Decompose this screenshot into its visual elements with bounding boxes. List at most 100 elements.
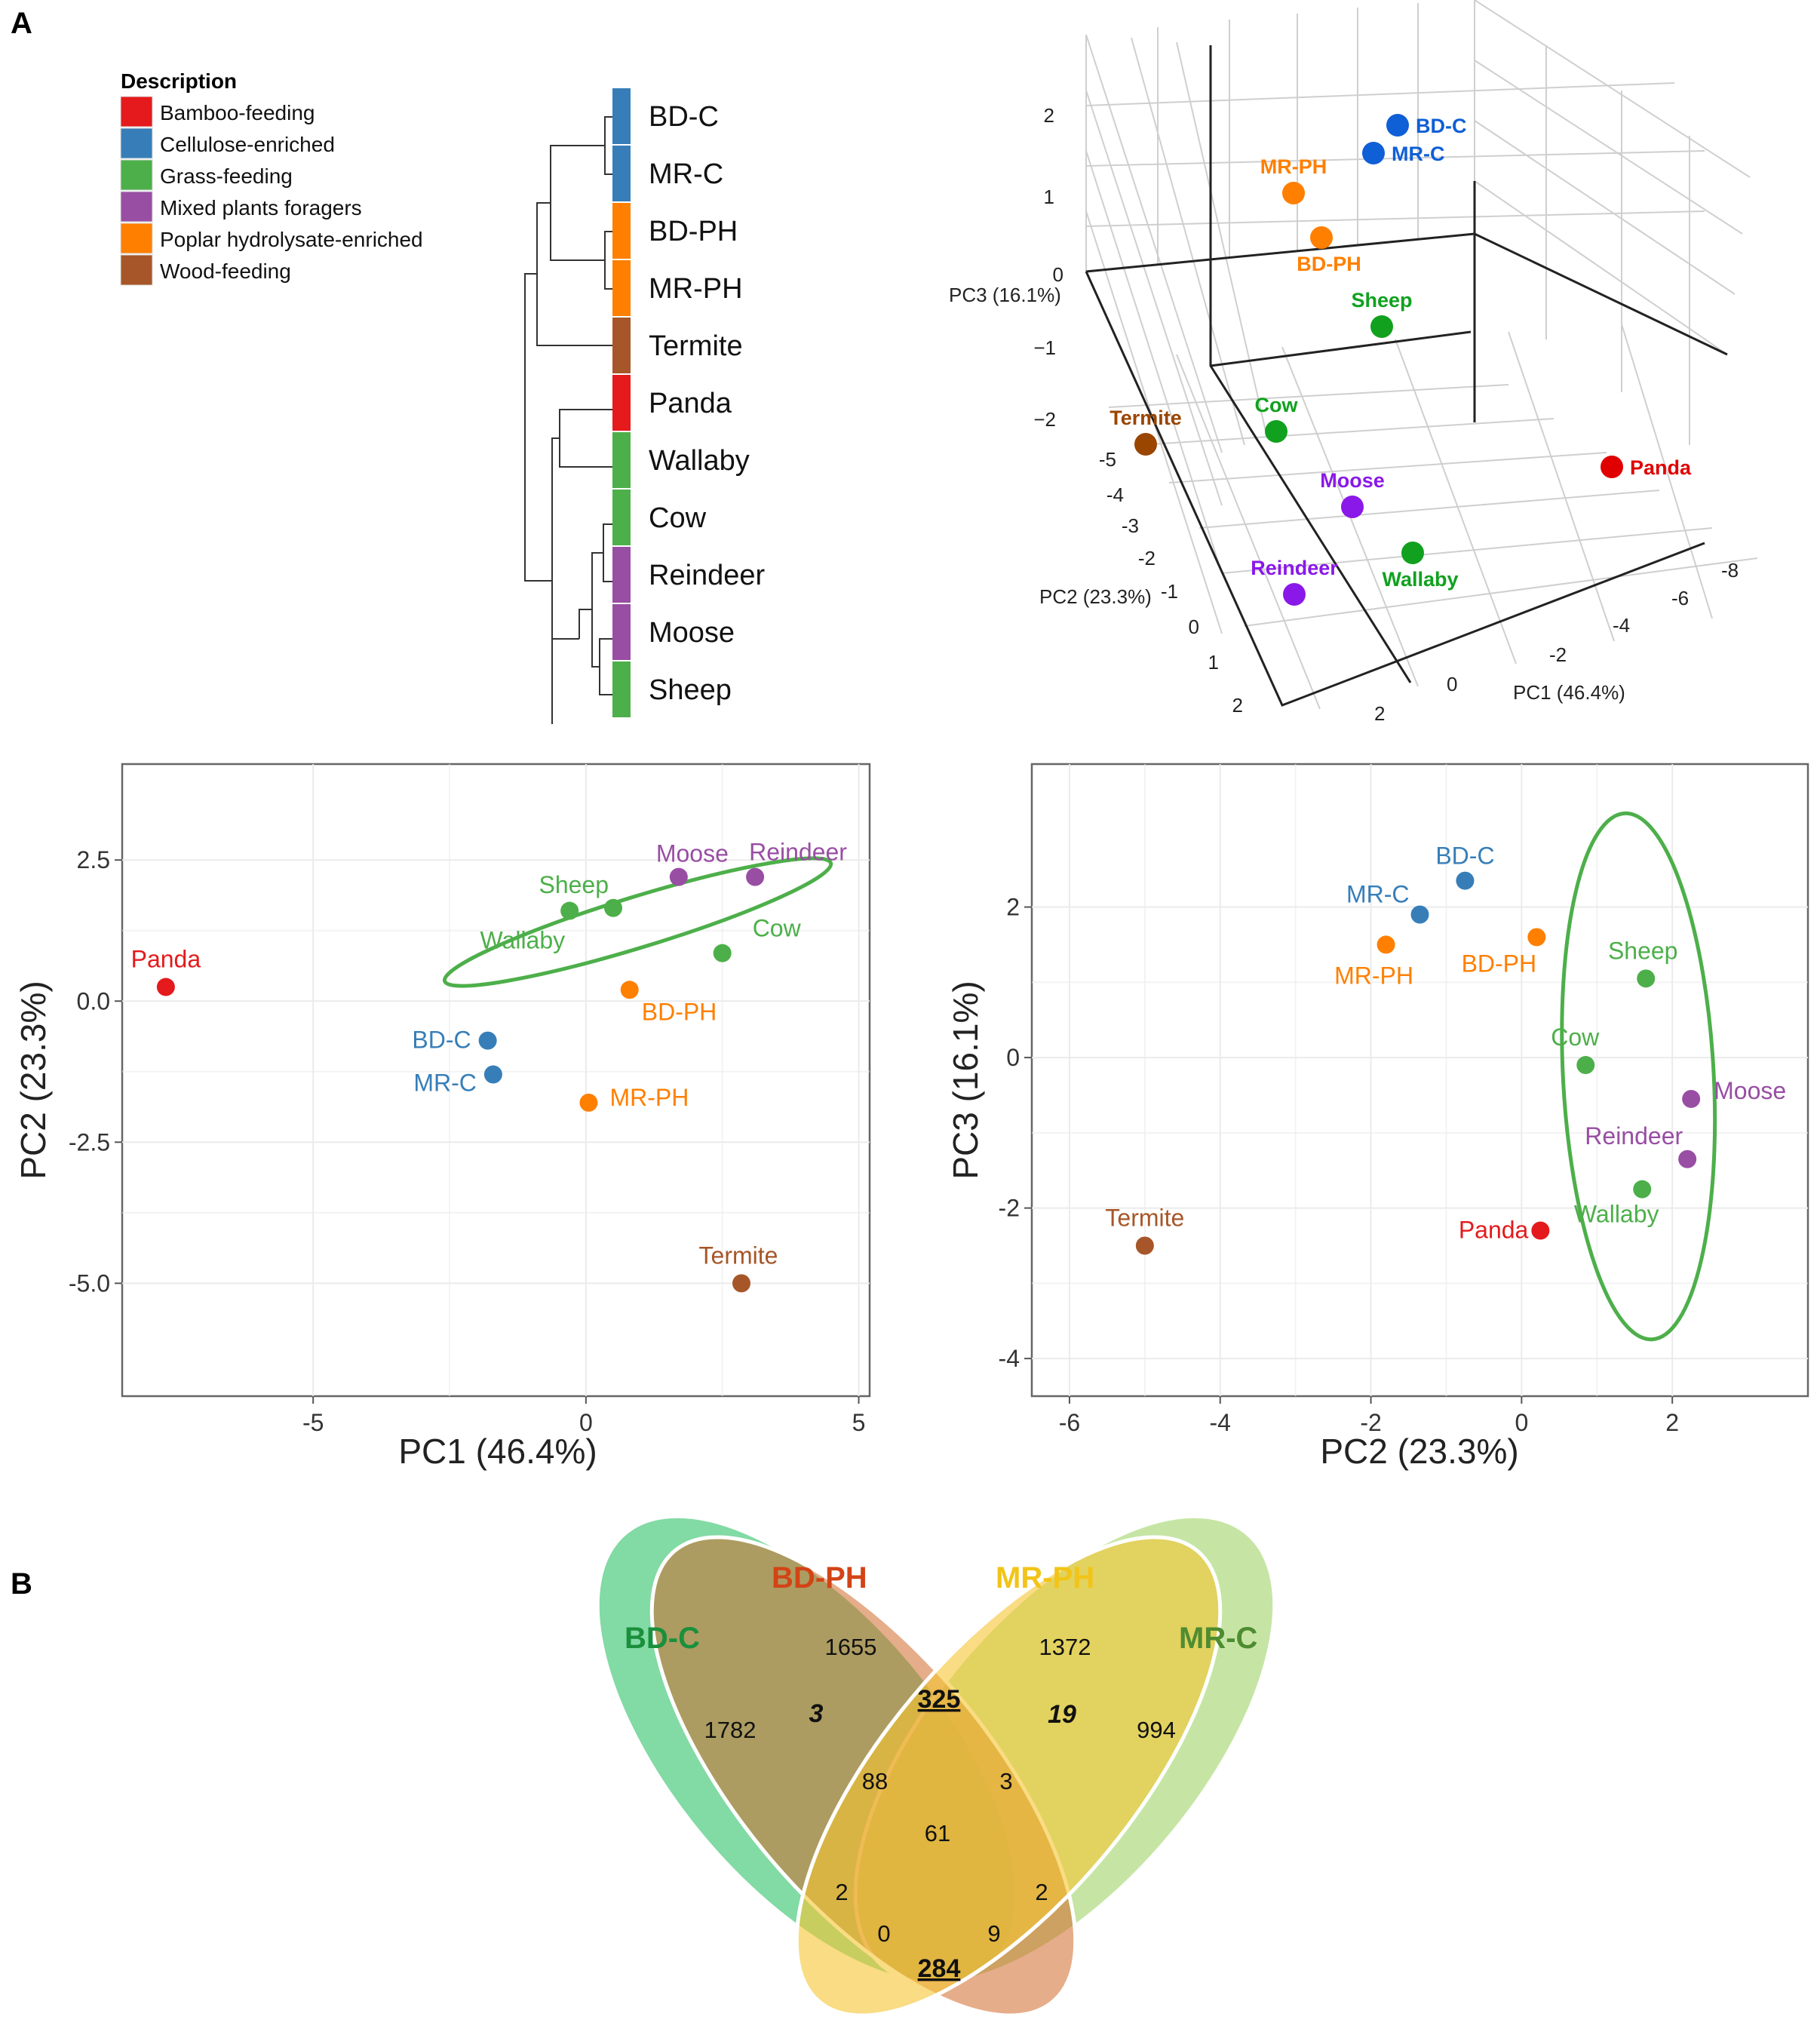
pca-3d-xtick: 2 bbox=[1374, 702, 1385, 725]
dendrogram-label-wallaby: Wallaby bbox=[649, 445, 750, 477]
dendrogram-bar-termite bbox=[612, 318, 631, 373]
scatter-pc2-pc3-point-reindeer bbox=[1678, 1150, 1697, 1168]
scatter-pc2-pc3-label-termite: Termite bbox=[1105, 1204, 1184, 1231]
pca-3d-label-mr-c: MR-C bbox=[1392, 143, 1444, 165]
scatter-pc2-pc3-xtick-label: -6 bbox=[1059, 1409, 1080, 1436]
pca-3d-axis-labels: PC3 (16.1%) PC2 (23.3%) PC1 (46.4%) bbox=[949, 284, 1625, 704]
pca-3d-point-mr-ph bbox=[1282, 182, 1305, 204]
dendrogram-label-mr-c: MR-C bbox=[649, 158, 723, 190]
scatter-pc2-pc3-point-wallaby bbox=[1633, 1180, 1652, 1199]
venn-value-bd-c-and-bd-ph-and-mr-ph-and-mr-c: 61 bbox=[925, 1820, 950, 1846]
legend-swatch-cellulose bbox=[120, 127, 153, 159]
pca-3d-ztick: 0 bbox=[1053, 263, 1063, 286]
scatter-pc1-pc2-label-moose: Moose bbox=[656, 840, 729, 867]
venn-region-values: 1782 1655 1372 994 3 325 19 88 3 61 2 2 0 9 284 bbox=[704, 1634, 1176, 1983]
venn-value-bd-c-and-mr-ph-and-mr-c: 0 bbox=[877, 1920, 890, 1947]
pca-3d-label-termite: Termite bbox=[1109, 407, 1182, 429]
dendrogram-bar-panda bbox=[612, 375, 631, 431]
legend-label-grass: Grass-feeding bbox=[160, 164, 293, 188]
scatter-pc2-pc3-point-cow bbox=[1576, 1056, 1595, 1075]
scatter-pc2-pc3-label-wallaby: Wallaby bbox=[1574, 1201, 1659, 1228]
scatter-pc2-pc3-point-panda bbox=[1531, 1221, 1550, 1240]
scatter-pc2-pc3-point-bd-ph bbox=[1527, 928, 1546, 947]
scatter-pc1-pc2-ytick-label: -5.0 bbox=[69, 1269, 110, 1297]
scatter-pc1-pc2-xtick-label: 5 bbox=[852, 1409, 866, 1436]
dendrogram-branches bbox=[524, 116, 612, 724]
scatter-pc1-pc2-point-reindeer bbox=[746, 867, 765, 886]
dendrogram-label-sheep: Sheep bbox=[649, 674, 732, 706]
venn-value-mr-ph-and-mr-c: 19 bbox=[1048, 1700, 1076, 1729]
scatter-pc1-pc2-point-mr-ph bbox=[579, 1093, 598, 1112]
scatter-pc1-pc2-ytick-label: 2.5 bbox=[77, 846, 110, 873]
scatter-pc1-pc2-point-moose bbox=[669, 867, 688, 886]
scatter-pc2-pc3-label-mr-ph: MR-PH bbox=[1334, 962, 1413, 989]
pca-3d-point-mr-c bbox=[1362, 142, 1385, 164]
pca-3d-ytick: 1 bbox=[1208, 651, 1219, 674]
pca-3d-xtick: -2 bbox=[1549, 643, 1567, 666]
pca-3d-point-panda bbox=[1601, 456, 1623, 478]
panel-letter-a: A bbox=[11, 7, 32, 40]
pca-3d-xlabel: PC1 (46.4%) bbox=[1513, 681, 1625, 704]
scatter-pc2-pc3-ellipse-grass bbox=[1560, 811, 1717, 1342]
legend-swatch-mixed bbox=[120, 191, 153, 223]
pca-3d-label-panda: Panda bbox=[1630, 456, 1692, 479]
scatter-pc2-pc3-ytick-label: -4 bbox=[999, 1345, 1020, 1372]
scatter-pc1-pc2-label-panda: Panda bbox=[131, 946, 201, 973]
scatter-pc2-pc3-point-bd-c bbox=[1456, 871, 1475, 890]
pca-3d-zlabel: PC3 (16.1%) bbox=[949, 284, 1061, 306]
pca-3d-point-moose bbox=[1341, 496, 1364, 518]
scatter-pc2-pc3-frame bbox=[1030, 763, 1809, 1398]
scatter-pc2-pc3-label-moose: Moose bbox=[1714, 1077, 1786, 1104]
scatter-pc2-pc3-xtick-label: -4 bbox=[1210, 1409, 1231, 1436]
pca-3d-ytick: -4 bbox=[1106, 483, 1124, 506]
legend-label-mixed: Mixed plants foragers bbox=[160, 196, 362, 219]
pca-3d-ztick: −1 bbox=[1033, 336, 1056, 359]
legend-label-cellulose: Cellulose-enriched bbox=[160, 133, 335, 156]
pca-3d-point-sheep bbox=[1370, 315, 1393, 338]
scatter-pc1-pc2-label-termite: Termite bbox=[699, 1242, 778, 1269]
scatter-pc2-pc3-label-mr-c: MR-C bbox=[1346, 881, 1410, 908]
dendrogram-label-moose: Moose bbox=[649, 617, 735, 649]
pca-3d-ztick: −2 bbox=[1033, 408, 1056, 431]
pca-3d-plot: PC3 (16.1%) PC2 (23.3%) PC1 (46.4%) 2 1 0 −… bbox=[949, 0, 1758, 725]
dendrogram-label-mr-ph: MR-PH bbox=[649, 273, 743, 305]
dendrogram-label-reindeer: Reindeer bbox=[649, 560, 766, 591]
scatter-pc1-pc2-label-bd-c: BD-C bbox=[412, 1027, 471, 1054]
dendrogram-label-termite: Termite bbox=[649, 330, 743, 362]
scatter-pc1-pc2-label-mr-c: MR-C bbox=[413, 1070, 477, 1097]
scatter-pc1-pc2-point-termite bbox=[732, 1274, 751, 1293]
scatter-pc2-pc3-xtick-label: 0 bbox=[1515, 1409, 1528, 1436]
pca-3d-point-termite bbox=[1134, 433, 1157, 456]
pca-3d-label-bd-c: BD-C bbox=[1416, 115, 1467, 137]
venn-value-mr-ph: 1372 bbox=[1039, 1634, 1091, 1660]
pca-3d-xtick: 0 bbox=[1447, 673, 1457, 695]
legend-swatch-bamboo bbox=[120, 96, 153, 127]
dendrogram-label-cow: Cow bbox=[649, 502, 707, 534]
dendrogram-label-panda: Panda bbox=[649, 388, 732, 419]
scatter-pc2-pc3-point-mr-c bbox=[1410, 905, 1429, 924]
scatter-pc1-pc2-label-wallaby: Wallaby bbox=[480, 927, 566, 954]
scatter-pc2-pc3-label-cow: Cow bbox=[1551, 1024, 1600, 1051]
legend-swatch-poplar bbox=[120, 223, 153, 254]
pca-3d-label-reindeer: Reindeer bbox=[1251, 557, 1338, 579]
scatter-pc2-pc3-ytick-label: 2 bbox=[1006, 894, 1020, 921]
scatter-pc1-pc2-grid bbox=[122, 764, 870, 1396]
pca-3d-label-sheep: Sheep bbox=[1351, 289, 1412, 312]
legend: Description Bamboo-feeding Cellulose-enr… bbox=[120, 69, 423, 286]
scatter-pc1-pc2-point-mr-c bbox=[483, 1065, 502, 1084]
pca-3d-xtick: -8 bbox=[1721, 559, 1739, 582]
pca-3d-point-wallaby bbox=[1401, 542, 1424, 564]
scatter-pc1-pc2-ytick-label: 0.0 bbox=[77, 987, 110, 1014]
scatter-pc1-pc2-point-bd-ph bbox=[620, 981, 639, 999]
scatter-pc1-pc2-point-wallaby bbox=[560, 901, 579, 920]
scatter-pc2-pc3-point-termite bbox=[1135, 1236, 1154, 1255]
legend-label-bamboo: Bamboo-feeding bbox=[160, 101, 315, 124]
pca-3d-xtick: -6 bbox=[1671, 587, 1689, 609]
scatter-pc2-pc3-xlabel: PC2 (23.3%) bbox=[1320, 1432, 1518, 1471]
venn-value-bd-c: 1782 bbox=[704, 1717, 757, 1743]
scatter-pc1-pc2-point-panda bbox=[156, 978, 175, 996]
panel-letter-b: B bbox=[11, 1567, 32, 1601]
scatter-pc1-pc2-label-sheep: Sheep bbox=[539, 871, 609, 898]
scatter-pc1-pc2-frame bbox=[121, 763, 871, 1398]
pca-3d-point-bd-ph bbox=[1310, 226, 1333, 249]
